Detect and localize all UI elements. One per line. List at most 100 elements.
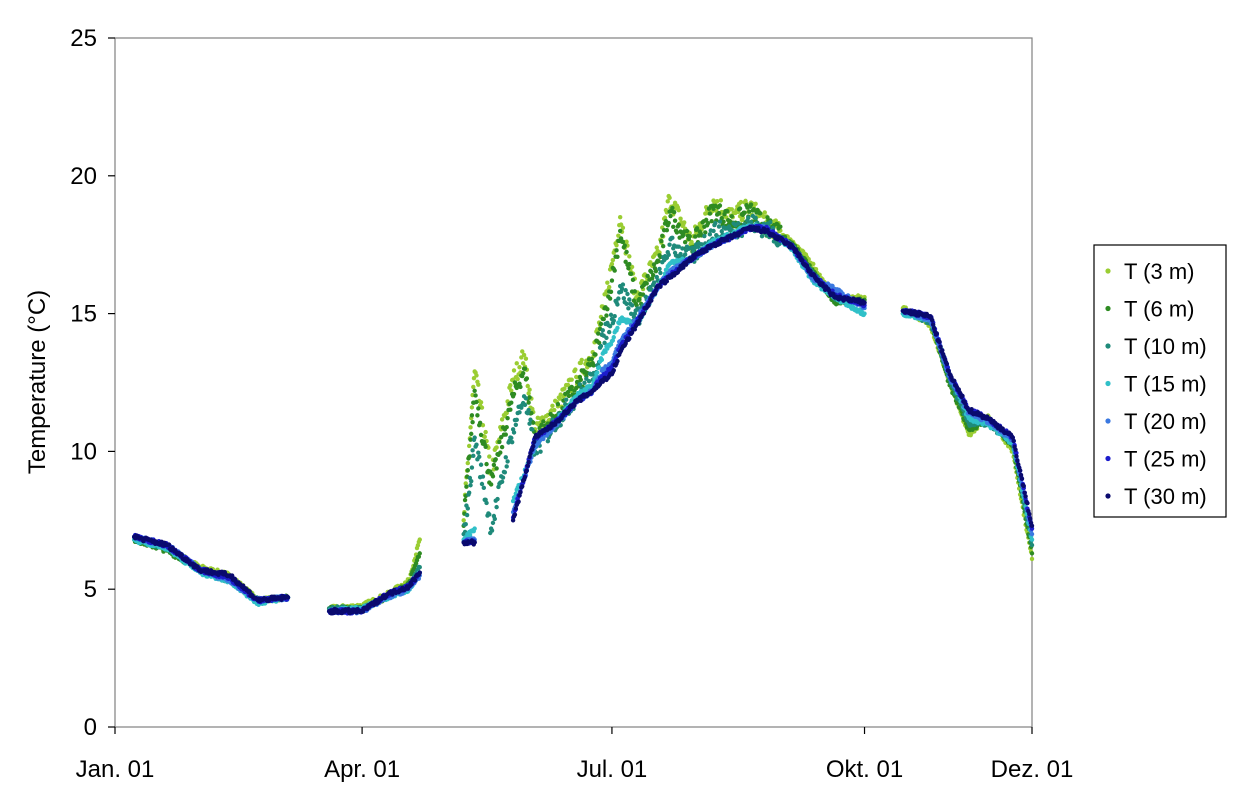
data-point: [617, 228, 623, 234]
data-point: [479, 405, 485, 410]
data-point: [611, 335, 616, 340]
data-point: [474, 399, 479, 405]
data-point: [660, 233, 665, 239]
data-point: [417, 537, 422, 542]
data-point: [526, 400, 531, 405]
data-point: [522, 402, 528, 408]
data-point: [682, 220, 687, 225]
y-tick-label: 25: [70, 25, 97, 52]
data-point: [586, 379, 592, 384]
data-point: [637, 296, 642, 302]
data-point: [713, 220, 718, 226]
data-point: [596, 340, 602, 346]
data-point: [598, 321, 604, 327]
data-point: [589, 356, 595, 362]
data-point: [682, 240, 688, 245]
data-point: [470, 448, 475, 453]
data-point: [666, 252, 671, 258]
data-point: [518, 384, 523, 390]
x-tick-label: Okt. 01: [826, 756, 903, 783]
data-point: [654, 274, 659, 280]
data-point: [509, 400, 514, 405]
data-point: [717, 203, 723, 208]
data-point: [668, 213, 673, 219]
data-point: [624, 249, 629, 255]
data-point: [494, 466, 499, 471]
y-tick-label: 5: [84, 576, 97, 603]
data-point: [604, 313, 609, 318]
data-point: [811, 261, 816, 267]
data-point: [657, 266, 662, 272]
data-point: [616, 233, 621, 238]
y-tick-label: 0: [84, 714, 97, 741]
data-point: [709, 219, 714, 224]
data-point: [665, 199, 670, 204]
data-point: [682, 252, 688, 257]
data-point: [569, 377, 574, 382]
data-point: [474, 373, 479, 378]
data-point: [608, 289, 614, 295]
data-point: [515, 376, 520, 382]
data-point: [473, 393, 478, 398]
data-point: [477, 420, 483, 426]
data-point: [676, 244, 681, 249]
data-point: [467, 532, 473, 538]
data-point: [660, 243, 666, 249]
data-point: [606, 329, 612, 335]
data-point: [703, 230, 708, 235]
data-point: [557, 396, 562, 401]
data-point: [757, 211, 763, 216]
data-point: [514, 361, 519, 366]
data-point: [573, 367, 578, 372]
data-point: [605, 306, 610, 312]
data-point: [615, 302, 620, 307]
data-point: [466, 443, 472, 449]
data-point: [469, 465, 475, 470]
data-point: [862, 311, 867, 316]
data-point: [748, 202, 754, 207]
data-point: [511, 368, 517, 373]
data-point: [606, 284, 612, 290]
data-point: [645, 273, 650, 279]
data-point: [545, 439, 551, 444]
data-point: [498, 450, 503, 455]
data-point: [737, 206, 743, 211]
data-point: [468, 437, 473, 442]
data-point: [651, 280, 657, 285]
data-point: [773, 218, 778, 223]
data-point: [497, 439, 502, 445]
data-point: [770, 225, 776, 231]
data-point: [417, 551, 422, 556]
data-point: [480, 474, 486, 479]
data-point: [484, 500, 489, 506]
data-point: [664, 228, 670, 233]
data-point: [619, 286, 625, 291]
data-point: [538, 449, 543, 454]
data-point: [654, 245, 659, 250]
data-point: [620, 225, 626, 230]
data-point: [462, 497, 468, 503]
data-point: [504, 464, 509, 469]
data-point: [490, 520, 496, 526]
data-point: [621, 296, 627, 301]
data-point: [596, 331, 601, 336]
data-point: [499, 444, 505, 450]
data-point: [659, 238, 664, 244]
y-tick-label: 15: [70, 301, 97, 328]
data-point: [569, 384, 574, 390]
data-point: [725, 209, 730, 214]
data-point: [670, 235, 675, 241]
data-point: [471, 384, 476, 390]
x-axis: Jan. 01 Apr. 01 Jul. 01 Okt. 01 Dez. 01: [76, 727, 1073, 783]
data-point: [582, 380, 587, 385]
data-point: [716, 224, 722, 229]
data-point: [478, 400, 484, 405]
data-point: [509, 388, 514, 393]
data-point: [596, 365, 602, 370]
data-point: [591, 363, 596, 368]
data-point: [778, 224, 783, 229]
data-point: [465, 506, 470, 511]
data-point: [609, 261, 615, 267]
data-point: [470, 419, 475, 425]
data-point: [599, 357, 605, 363]
